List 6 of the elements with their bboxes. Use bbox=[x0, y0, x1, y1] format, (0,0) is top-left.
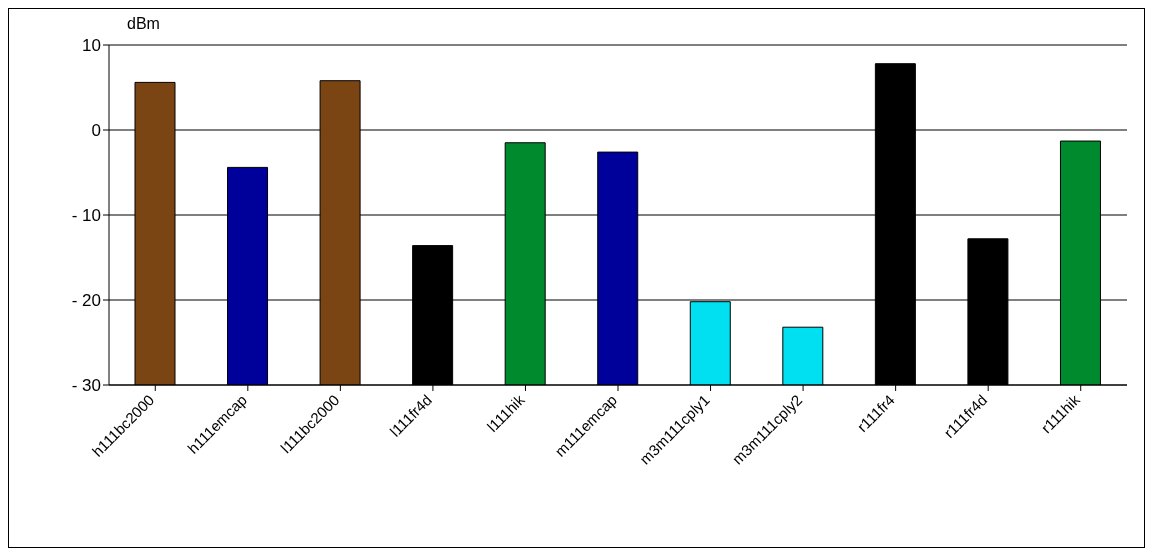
y-axis-title: dBm bbox=[127, 15, 160, 33]
y-tick-label: 10 bbox=[82, 36, 101, 56]
y-tick-label: 0 bbox=[91, 121, 101, 141]
y-tick-label: - 20 bbox=[71, 291, 101, 311]
y-tick-label: - 30 bbox=[71, 376, 101, 396]
y-tick-label: - 10 bbox=[71, 206, 101, 226]
